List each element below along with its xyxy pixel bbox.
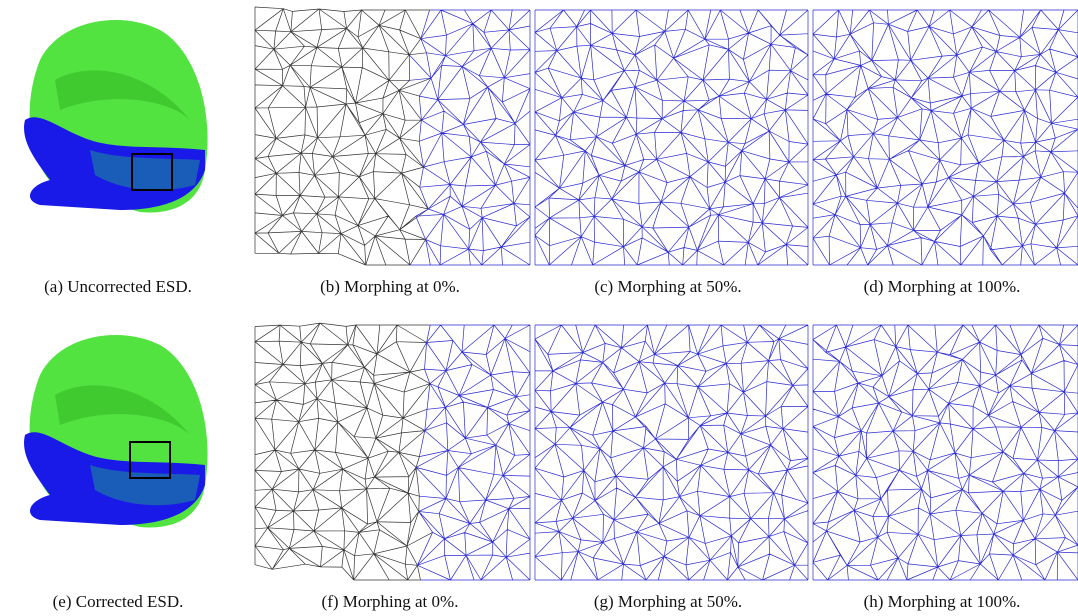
- mesh-edges: [535, 325, 808, 580]
- mesh: [255, 7, 530, 265]
- mesh: [535, 325, 808, 580]
- mesh: [535, 10, 808, 265]
- caption: (a) Uncorrected ESD.: [44, 277, 192, 296]
- caption: (g) Morphing at 50%.: [594, 592, 742, 611]
- esd-renders: [24, 20, 208, 528]
- mesh-edges: [409, 10, 530, 265]
- caption: (f) Morphing at 0%.: [322, 592, 459, 611]
- figure: (a) Uncorrected ESD. (b) Morphing at 0%. (…: [0, 0, 1078, 616]
- mesh-edges: [255, 7, 431, 265]
- mesh-edges: [535, 10, 808, 265]
- mesh: [813, 10, 1078, 265]
- mesh-edges: [416, 325, 530, 580]
- esd-render: [24, 335, 208, 528]
- caption: (h) Morphing at 100%.: [864, 592, 1021, 611]
- caption: (b) Morphing at 0%.: [320, 277, 460, 296]
- mesh: [255, 323, 530, 580]
- esd-render: [24, 20, 208, 213]
- caption: (d) Morphing at 100%.: [864, 277, 1021, 296]
- mesh-edges: [255, 323, 433, 580]
- caption: (c) Morphing at 50%.: [594, 277, 741, 296]
- mesh-edges: [813, 10, 1078, 265]
- mesh: [813, 325, 1078, 580]
- caption: (e) Corrected ESD.: [53, 592, 184, 611]
- mesh-edges: [813, 325, 1078, 580]
